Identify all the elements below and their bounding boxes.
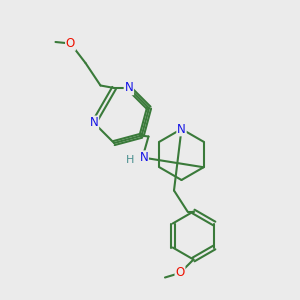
Text: O: O bbox=[176, 266, 184, 280]
Text: N: N bbox=[177, 122, 186, 136]
Text: N: N bbox=[90, 116, 98, 129]
Text: N: N bbox=[140, 151, 148, 164]
Text: N: N bbox=[124, 82, 133, 94]
Text: O: O bbox=[66, 37, 75, 50]
Text: H: H bbox=[126, 155, 135, 165]
